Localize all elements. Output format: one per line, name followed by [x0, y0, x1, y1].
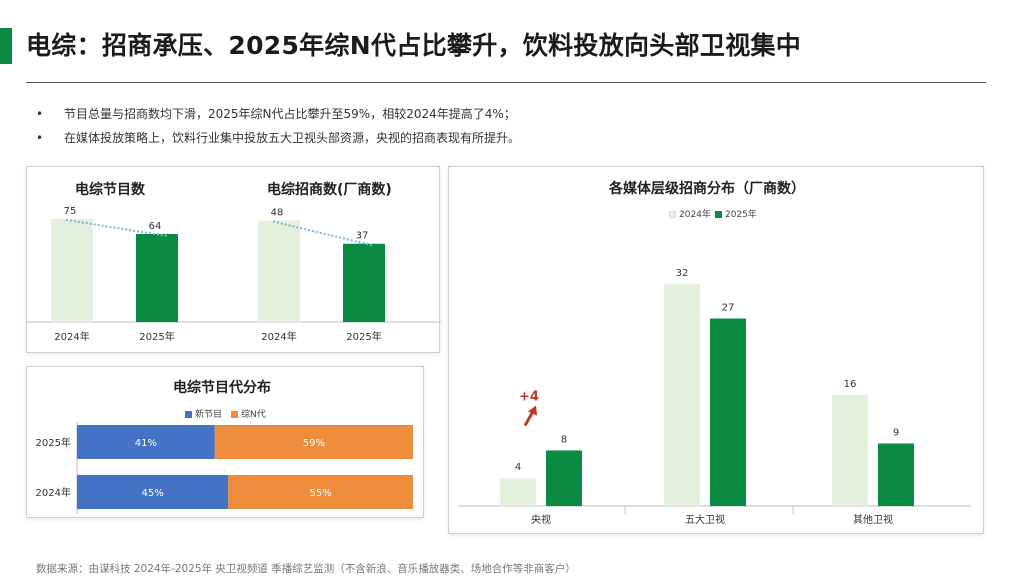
panel-program-and-sponsors: 电综节目数 电综招商数(厂商数) 75 2024年 64 2025年 48 2024年 3…	[26, 166, 441, 353]
legend-label: 综N代	[241, 410, 266, 420]
trend-line	[65, 218, 168, 237]
bar	[710, 318, 746, 506]
data-label: 48	[271, 207, 284, 218]
bullet-text: 在媒体投放策略上，饮料行业集中投放五大卫视头部资源，央视的招商表现有所提升。	[64, 131, 521, 145]
annotation-arrow-shaft	[523, 410, 535, 427]
legend-swatch	[669, 211, 676, 218]
bar	[664, 283, 700, 506]
data-source-note: 数据来源：由谋科技 2024年-2025年 央卫视频道 季播综艺监测（不含新浪、…	[36, 563, 576, 575]
legend-label: 2024年	[679, 210, 711, 220]
bullet-item: • 在媒体投放策略上，饮料行业集中投放五大卫视头部资源，央视的招商表现有所提升。	[36, 126, 520, 150]
data-label: 8	[561, 434, 567, 445]
chart-sponsor-count: 48 2024年 37 2025年	[234, 207, 441, 343]
stacked-bar-segment	[214, 425, 413, 459]
legend-sequel-program: 综N代	[231, 407, 266, 420]
chart-title-sponsor-count: 电综招商数(厂商数)	[267, 182, 392, 198]
bar	[546, 450, 582, 506]
bar	[258, 220, 300, 322]
x-tick-label: 2025年	[139, 330, 174, 343]
x-tick-label: 其他卫视	[853, 513, 893, 526]
stacked-bar-segment	[77, 425, 215, 459]
chart-program-count: 75 2024年 64 2025年	[27, 206, 234, 343]
bar	[878, 443, 914, 506]
legend-label: 新节目	[195, 410, 223, 420]
bullet-marker: •	[36, 107, 44, 121]
y-tick-label: 2025年	[36, 436, 71, 449]
bullet-item: • 节目总量与招商数均下滑，2025年综N代占比攀升至59%，相较2024年提高了…	[36, 102, 520, 126]
chart-title-media-tier: 各媒体层级招商分布（厂商数）	[609, 181, 805, 197]
title-accent-bar	[0, 28, 12, 64]
data-label: 45%	[141, 488, 163, 499]
chart-media-tier-distribution: 4 8 央视 32 27 五大卫视 16 9 其他卫视 +4	[459, 268, 971, 526]
bullet-text: 节目总量与招商数均下滑，2025年综N代占比攀升至59%，相较2024年提高了4…	[64, 107, 516, 121]
bar	[51, 218, 93, 322]
chart-title-generation: 电综节目代分布	[173, 380, 271, 396]
x-tick-label: 五大卫视	[685, 513, 725, 526]
data-label: 16	[844, 379, 857, 390]
annotation-arrow-head	[528, 405, 537, 416]
legend-new-program: 新节目	[185, 407, 222, 420]
data-label: 4	[515, 462, 521, 473]
panel-program-generation: 电综节目代分布 新节目 综N代 2025年 41% 59% 2024年 45% 55%	[26, 366, 424, 518]
x-tick-label: 2024年	[54, 330, 89, 343]
bullet-list: • 节目总量与招商数均下滑，2025年综N代占比攀升至59%，相较2024年提高了…	[36, 102, 520, 150]
title-divider	[26, 82, 986, 83]
data-label: 64	[149, 221, 162, 232]
chart-generation-distribution: 2025年 41% 59% 2024年 45% 55%	[36, 422, 413, 514]
bar	[500, 478, 536, 506]
chart-title-program-count: 电综节目数	[75, 182, 145, 198]
stacked-bar-segment	[77, 475, 229, 509]
data-label: 55%	[309, 488, 331, 499]
data-label: 37	[356, 231, 369, 242]
bar	[832, 394, 868, 506]
x-tick-label: 2024年	[261, 330, 296, 343]
bar	[136, 234, 178, 322]
legend-swatch	[231, 411, 238, 418]
trend-line	[272, 220, 375, 247]
x-tick-label: 央视	[531, 513, 551, 526]
slide-title: 电综：招商承压、2025年综N代占比攀升，饮料投放向头部卫视集中	[26, 31, 802, 60]
data-label: 9	[893, 428, 899, 439]
data-label: 27	[722, 303, 735, 314]
y-tick-label: 2024年	[36, 486, 71, 499]
legend-2024: 2024年	[669, 207, 711, 220]
legend-swatch	[185, 411, 192, 418]
legend-swatch	[715, 211, 722, 218]
data-label: 59%	[303, 438, 325, 449]
annotation-label: +4	[519, 389, 539, 404]
bar	[343, 243, 385, 322]
panel-media-tier: 各媒体层级招商分布（厂商数） 2024年 2025年 4 8 央视 32 27 五大卫视 1…	[448, 166, 984, 534]
stacked-bar-segment	[228, 475, 413, 509]
bullet-marker: •	[36, 131, 44, 145]
legend-2025: 2025年	[715, 207, 757, 220]
x-tick-label: 2025年	[346, 330, 381, 343]
data-label: 41%	[135, 438, 157, 449]
data-label: 75	[64, 206, 77, 217]
legend-label: 2025年	[725, 210, 757, 220]
data-label: 32	[676, 268, 689, 279]
